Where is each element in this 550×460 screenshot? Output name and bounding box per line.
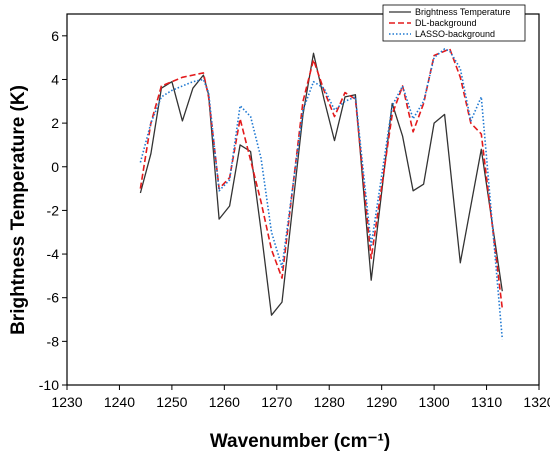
y-tick-label: -8 xyxy=(47,333,60,349)
x-tick-label: 1310 xyxy=(471,394,502,410)
y-tick-label: 4 xyxy=(51,71,59,87)
x-tick-label: 1290 xyxy=(366,394,397,410)
series-line-lasso-background xyxy=(139,48,504,340)
x-axis-ticks: 1230 1240 1250 1260 1270 1280 1290 1300 1310 1320 xyxy=(51,385,550,410)
y-tick-label: 2 xyxy=(51,115,59,131)
x-tick-label: 1300 xyxy=(419,394,450,410)
x-axis-title: Wavenumber (cm⁻¹) xyxy=(210,431,390,452)
legend-box xyxy=(382,4,526,42)
x-tick-label: 1250 xyxy=(156,394,187,410)
x-tick-label: 1320 xyxy=(523,394,550,410)
x-tick-label: 1270 xyxy=(261,394,292,410)
y-tick-label: 6 xyxy=(51,28,59,44)
y-tick-label: 0 xyxy=(51,159,59,175)
y-tick-label: -6 xyxy=(47,290,60,306)
plot-area-border xyxy=(66,13,540,386)
legend-label-lasso-background: LASSO-background xyxy=(415,29,495,39)
x-tick-label: 1260 xyxy=(209,394,240,410)
y-tick-label: -2 xyxy=(47,202,60,218)
legend-label-dl-background: DL-background xyxy=(415,18,477,28)
y-tick-label: -10 xyxy=(39,377,59,393)
legend: Brightness Temperature DL-background LAS… xyxy=(382,4,526,42)
y-tick-label: -4 xyxy=(47,246,60,262)
y-axis-title: Brightness Temperature (K) xyxy=(8,85,29,335)
x-tick-label: 1240 xyxy=(104,394,135,410)
x-tick-label: 1280 xyxy=(314,394,345,410)
legend-label-brightness-temperature: Brightness Temperature xyxy=(415,7,510,17)
series-layer xyxy=(139,48,504,340)
x-tick-label: 1230 xyxy=(51,394,82,410)
series-line-brightness-temperature xyxy=(139,52,503,316)
y-axis-ticks: -10 -8 -6 -4 -2 0 2 4 6 xyxy=(39,28,67,393)
plot-frame xyxy=(66,13,540,386)
